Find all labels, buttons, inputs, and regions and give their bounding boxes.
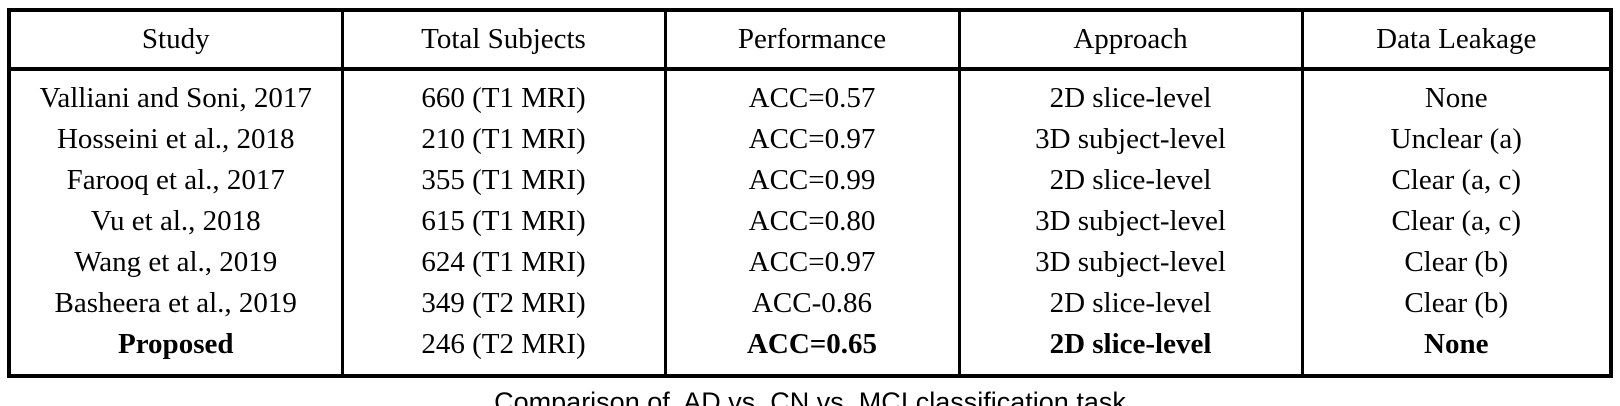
col-header-performance: Performance: [663, 10, 961, 71]
cell-leakage: None: [1300, 69, 1613, 119]
col-header-approach: Approach: [957, 10, 1304, 71]
col-header-data-leakage: Data Leakage: [1300, 10, 1613, 71]
cell-study: Proposed: [7, 324, 344, 376]
cell-leakage: Unclear (a): [1300, 119, 1613, 160]
table-row: Wang et al., 2019 624 (T1 MRI) ACC=0.97 …: [7, 242, 1613, 283]
comparison-table: Study Total Subjects Performance Approac…: [7, 8, 1613, 378]
cell-leakage: Clear (b): [1300, 242, 1613, 283]
cell-leakage: Clear (a, c): [1300, 201, 1613, 242]
cell-approach: 3D subject-level: [957, 242, 1304, 283]
cell-study: Hosseini et al., 2018: [7, 119, 344, 160]
table-row: Vu et al., 2018 615 (T1 MRI) ACC=0.80 3D…: [7, 201, 1613, 242]
cell-subjects: 349 (T2 MRI): [340, 283, 667, 324]
cell-approach: 2D slice-level: [957, 160, 1304, 201]
page: Study Total Subjects Performance Approac…: [0, 8, 1620, 406]
cell-performance: ACC=0.97: [663, 242, 961, 283]
cell-approach: 2D slice-level: [957, 283, 1304, 324]
cell-performance: ACC=0.65: [663, 324, 961, 376]
cell-study: Farooq et al., 2017: [7, 160, 344, 201]
cell-study: Wang et al., 2019: [7, 242, 344, 283]
table-caption: Comparison of AD vs. CN vs. MCI classifi…: [494, 387, 1126, 406]
table-row: Hosseini et al., 2018 210 (T1 MRI) ACC=0…: [7, 119, 1613, 160]
col-header-subjects: Total Subjects: [340, 10, 667, 71]
cell-leakage: Clear (a, c): [1300, 160, 1613, 201]
cell-subjects: 210 (T1 MRI): [340, 119, 667, 160]
cell-performance: ACC-0.86: [663, 283, 961, 324]
cell-subjects: 355 (T1 MRI): [340, 160, 667, 201]
cell-study: Vu et al., 2018: [7, 201, 344, 242]
cell-performance: ACC=0.97: [663, 119, 961, 160]
header-row: Study Total Subjects Performance Approac…: [7, 10, 1613, 71]
cell-subjects: 660 (T1 MRI): [340, 69, 667, 119]
cell-subjects: 246 (T2 MRI): [340, 324, 667, 376]
cell-performance: ACC=0.57: [663, 69, 961, 119]
cell-performance: ACC=0.99: [663, 160, 961, 201]
cell-approach: 3D subject-level: [957, 119, 1304, 160]
cell-approach: 2D slice-level: [957, 324, 1304, 376]
cell-leakage: Clear (b): [1300, 283, 1613, 324]
table-row: Valliani and Soni, 2017 660 (T1 MRI) ACC…: [7, 69, 1613, 119]
cell-subjects: 624 (T1 MRI): [340, 242, 667, 283]
cell-subjects: 615 (T1 MRI): [340, 201, 667, 242]
cell-leakage: None: [1300, 324, 1613, 376]
table-row: Farooq et al., 2017 355 (T1 MRI) ACC=0.9…: [7, 160, 1613, 201]
table-row-proposed: Proposed 246 (T2 MRI) ACC=0.65 2D slice-…: [7, 324, 1613, 376]
table-row: Basheera et al., 2019 349 (T2 MRI) ACC-0…: [7, 283, 1613, 324]
cell-study: Valliani and Soni, 2017: [7, 69, 344, 119]
cell-approach: 3D subject-level: [957, 201, 1304, 242]
cell-performance: ACC=0.80: [663, 201, 961, 242]
cell-study: Basheera et al., 2019: [7, 283, 344, 324]
col-header-study: Study: [7, 10, 344, 71]
cell-approach: 2D slice-level: [957, 69, 1304, 119]
